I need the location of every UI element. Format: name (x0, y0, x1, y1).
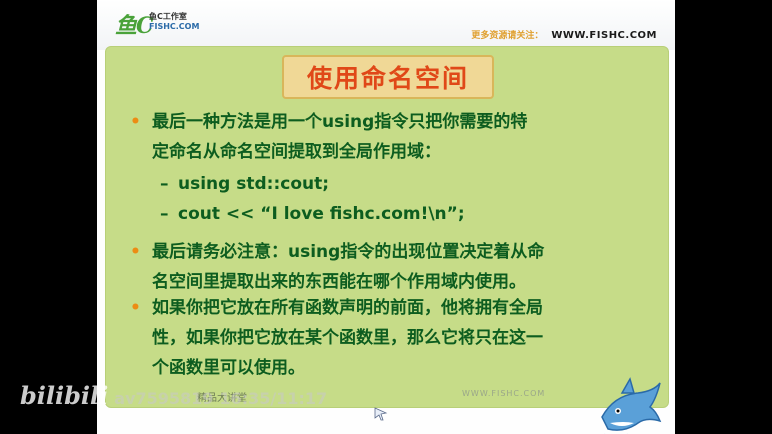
bullet-2: • 最后请务必注意：using指令的出现位置决定着从命 名空间里提取出来的东西能… (130, 237, 545, 297)
bilibili-logo: bilibili (20, 381, 109, 410)
bullet-3-line-2: 性，如果你把它放在某个函数里，那么它将只在这一 (152, 328, 543, 348)
sub-item-2-text: cout << “I love fishc.com!\n”; (178, 204, 465, 224)
bullet-3: • 如果你把它放在所有函数声明的前面，他将拥有全局 性，如果你把它放在某个函数里… (130, 293, 543, 383)
slide-header: 鱼C 鱼C工作室 FISHC.COM 更多资源请关注： WWW.FISHC.CO… (97, 0, 675, 50)
bullet-3-line-3: 个函数里可以使用。 (152, 358, 305, 378)
shark-mascot-icon (601, 377, 662, 434)
video-time: 16:35/11:17 (219, 389, 328, 408)
content-panel: 使用命名空间 • 最后一种方法是用一个using指令只把你需要的特 定命名从命名… (105, 46, 669, 434)
slide-title-box: 使用命名空间 (282, 55, 494, 99)
dash-icon: – (160, 174, 169, 194)
bullet-dot-icon: • (130, 298, 141, 318)
slide: 鱼C 鱼C工作室 FISHC.COM 更多资源请关注： WWW.FISHC.CO… (97, 0, 675, 434)
bullet-2-line-2: 名空间里提取出来的东西能在哪个作用域内使用。 (152, 272, 526, 292)
header-promo: 更多资源请关注： WWW.FISHC.COM (471, 28, 657, 41)
header-url: WWW.FISHC.COM (551, 30, 657, 41)
video-watermark: bilibili av7595819 16:35/11:17 (20, 381, 327, 410)
bullet-1-line-1: 最后一种方法是用一个using指令只把你需要的特 (152, 112, 528, 132)
bullet-1: • 最后一种方法是用一个using指令只把你需要的特 定命名从命名空间提取到全局… (130, 107, 528, 167)
studio-name: 鱼C工作室 (149, 12, 187, 21)
footer-right: WWW.FISHC.COM (462, 389, 546, 398)
dash-icon: – (160, 204, 169, 224)
footer-left: 精品大讲堂 (197, 393, 247, 404)
bullet-dot-icon: • (130, 112, 141, 132)
slide-title: 使用命名空间 (306, 64, 469, 93)
sub-item-2: – cout << “I love fishc.com!\n”; (160, 199, 465, 229)
fishc-logo: 鱼C (115, 13, 154, 39)
video-id: av7595819 (114, 389, 214, 408)
sub-item-1: – using std::cout; (160, 169, 329, 199)
sub-item-1-text: using std::cout; (178, 174, 330, 194)
header-prefix: 更多资源请关注： (471, 31, 544, 41)
bullet-3-line-1: 如果你把它放在所有函数声明的前面，他将拥有全局 (152, 298, 543, 318)
bullet-dot-icon: • (130, 242, 141, 262)
bullet-1-line-2: 定命名从命名空间提取到全局作用域： (152, 142, 441, 162)
bullet-2-line-1: 最后请务必注意：using指令的出现位置决定着从命 (152, 242, 545, 262)
mouse-cursor-icon (374, 407, 388, 421)
logo-site: FISHC.COM (149, 22, 200, 31)
